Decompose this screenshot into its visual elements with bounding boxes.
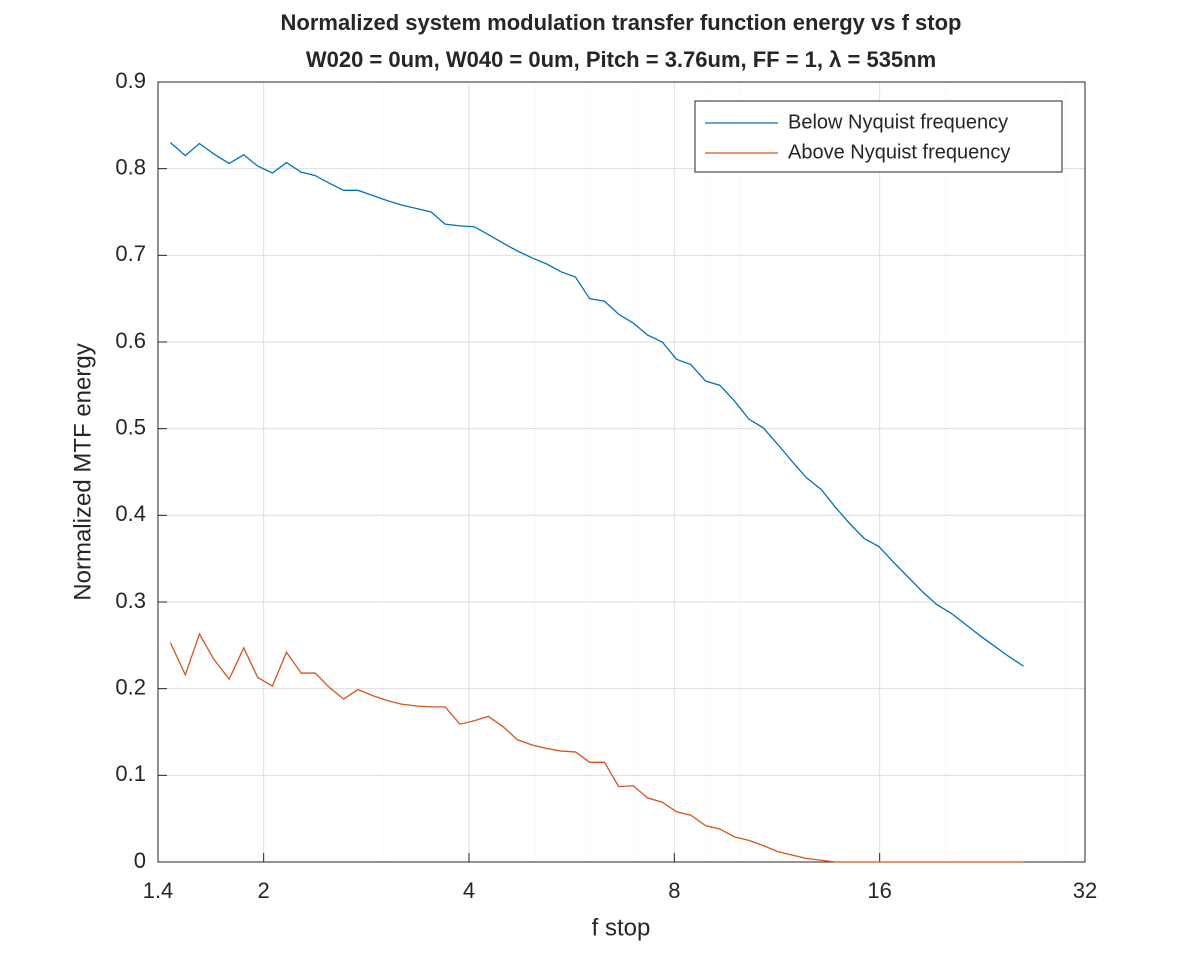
legend-label: Below Nyquist frequency bbox=[788, 111, 1008, 133]
line bbox=[169, 632, 1024, 863]
y-tick-label: 0.9 bbox=[115, 68, 146, 93]
y-tick-label: 0.4 bbox=[115, 501, 146, 526]
legend-box bbox=[694, 100, 1063, 173]
x-tick-label: 2 bbox=[258, 878, 270, 903]
line bbox=[170, 142, 1024, 667]
x-tick-label: 16 bbox=[867, 878, 891, 903]
y-tick-label: 0.8 bbox=[115, 154, 146, 179]
chart-title: Normalized system modulation transfer fu… bbox=[281, 10, 962, 35]
y-axis-label: Normalized MTF energy bbox=[69, 343, 96, 600]
y-tick-label: 0.7 bbox=[115, 241, 146, 266]
y-tick-label: 0.1 bbox=[115, 761, 146, 786]
plot-frame bbox=[157, 81, 1086, 863]
chart-subtitle: W020 = 0um, W040 = 0um, Pitch = 3.76um, … bbox=[306, 47, 936, 72]
y-tick-label: 0.6 bbox=[115, 328, 146, 353]
y-tick-label: 0.3 bbox=[115, 588, 146, 613]
x-tick-label: 4 bbox=[463, 878, 475, 903]
x-tick-label: 1.4 bbox=[143, 878, 174, 903]
legend-label: Above Nyquist frequency bbox=[788, 141, 1010, 163]
y-tick-label: 0 bbox=[134, 848, 146, 873]
y-tick-label: 0.2 bbox=[115, 674, 146, 699]
x-tick-label: 32 bbox=[1073, 878, 1097, 903]
y-tick-label: 0.5 bbox=[115, 414, 146, 439]
x-axis-label: f stop bbox=[592, 914, 651, 941]
x-tick-label: 8 bbox=[668, 878, 680, 903]
plot-area bbox=[158, 82, 1085, 862]
